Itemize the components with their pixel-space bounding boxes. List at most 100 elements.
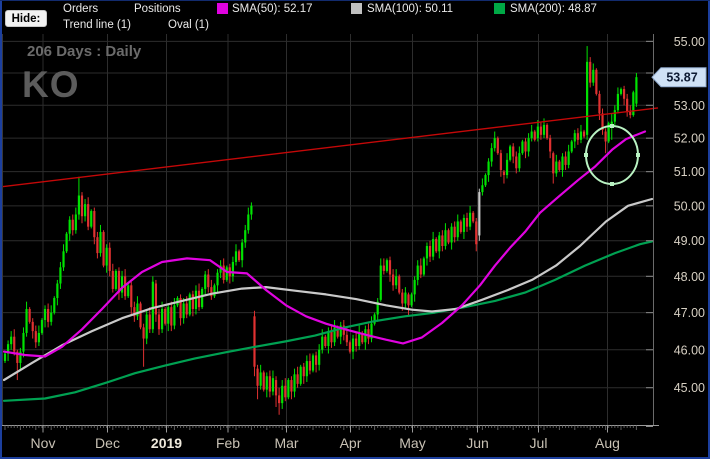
candle-body: [34, 331, 37, 343]
candle-body: [487, 161, 490, 176]
annotations-layer: [0, 107, 659, 188]
candle-body: [120, 276, 124, 293]
legend-sma100[interactable]: SMA(100): 50.11: [367, 3, 454, 15]
candle-body: [247, 214, 250, 231]
oval-handle[interactable]: [610, 182, 614, 186]
axes-layer: 55.00 53.00 52.00 51.00 50.00 49.00 48.00 47.00…: [2, 34, 705, 451]
candle-body: [573, 133, 576, 142]
candle-body: [244, 230, 247, 243]
y-axis-label: 51.00: [674, 165, 705, 179]
candle-body: [398, 276, 401, 293]
candle-body: [604, 131, 607, 142]
hide-button[interactable]: Hide:: [5, 10, 47, 27]
candle-body: [355, 338, 358, 347]
candle-body: [204, 274, 207, 289]
candle-body: [524, 141, 527, 152]
candle-body: [305, 361, 308, 377]
chart-grid: [2, 34, 653, 426]
candle-body: [401, 292, 404, 304]
oval-handle[interactable]: [610, 124, 614, 128]
candle-body: [515, 156, 518, 169]
candle-body: [518, 153, 521, 169]
y-axis-label: 46.00: [674, 343, 705, 357]
candle-body: [167, 307, 170, 324]
candle-body: [444, 230, 447, 247]
candle-body: [626, 98, 629, 112]
candle-body: [410, 294, 413, 306]
candle-body: [595, 69, 598, 94]
candle-body: [361, 332, 364, 343]
candle-body: [564, 156, 567, 165]
x-axis-label: 2019: [151, 435, 182, 451]
candle-body: [425, 246, 429, 259]
x-axis-label: Nov: [31, 435, 56, 451]
candle-body: [345, 334, 348, 343]
positions-tab[interactable]: Positions: [134, 3, 181, 15]
candle-body: [419, 265, 422, 275]
candle-body: [6, 344, 10, 354]
candle-body: [512, 146, 515, 157]
candle-body: [351, 338, 355, 352]
candle-body: [552, 153, 555, 174]
oval-item[interactable]: Oval (1): [168, 19, 209, 31]
legend-sma50[interactable]: SMA(50): 52.17: [232, 3, 313, 15]
candle-body: [47, 308, 50, 322]
candle-body: [139, 303, 142, 328]
candle-body: [281, 385, 284, 404]
candle-body: [549, 138, 552, 152]
candle-body: [321, 336, 324, 350]
candle-body: [216, 272, 219, 286]
candle-body: [318, 349, 321, 365]
candle-body: [102, 231, 105, 266]
chart-toolbar: Hide: Orders Positions SMA(50): 52.17 SM…: [0, 0, 710, 34]
candle-body: [22, 332, 25, 352]
candle-body: [117, 270, 121, 293]
y-axis-label: 55.00: [674, 35, 705, 49]
sma100-swatch-icon: [351, 3, 362, 14]
candle-body: [330, 331, 333, 343]
oval-handle[interactable]: [636, 153, 640, 157]
candle-body: [87, 204, 90, 227]
candle-body: [570, 141, 573, 152]
candle-body: [197, 290, 201, 308]
candle-body: [438, 235, 441, 252]
candle-body: [453, 226, 456, 238]
candle-body: [598, 93, 601, 114]
candle-body: [579, 131, 583, 140]
candle-body: [490, 148, 493, 162]
candle-body: [616, 93, 620, 111]
candle-body: [601, 113, 604, 130]
candle-body: [327, 331, 330, 347]
candle-body: [509, 146, 512, 160]
candle-body: [83, 204, 87, 217]
trendline-item[interactable]: Trend line (1): [63, 19, 131, 31]
candle-body: [90, 211, 93, 227]
candle-body: [407, 294, 410, 306]
candle-body: [379, 265, 382, 300]
candle-body: [10, 336, 13, 345]
candle-body: [188, 294, 191, 315]
orders-tab[interactable]: Orders: [63, 3, 99, 15]
candle-body: [108, 247, 111, 271]
candle-body: [382, 265, 385, 271]
candle-body: [28, 308, 31, 322]
trend-line-drawing[interactable]: [0, 107, 659, 188]
x-axis-label: Apr: [340, 435, 362, 451]
legend-sma200[interactable]: SMA(200): 48.87: [510, 3, 597, 15]
candle-body: [586, 61, 589, 135]
candle-body: [127, 285, 130, 297]
candle-body: [201, 288, 204, 308]
oval-handle[interactable]: [584, 153, 588, 157]
sma-line-sma100: [2, 197, 654, 382]
candle-body: [210, 287, 213, 297]
candle-body: [496, 138, 499, 154]
candle-body: [622, 89, 626, 99]
candle-body: [499, 153, 502, 170]
candle-body: [536, 126, 539, 139]
candle-body: [225, 267, 228, 280]
candle-body: [37, 332, 40, 343]
candle-body: [607, 123, 610, 142]
candle-body: [148, 314, 151, 330]
last-price-badge: 53.87: [651, 67, 707, 88]
